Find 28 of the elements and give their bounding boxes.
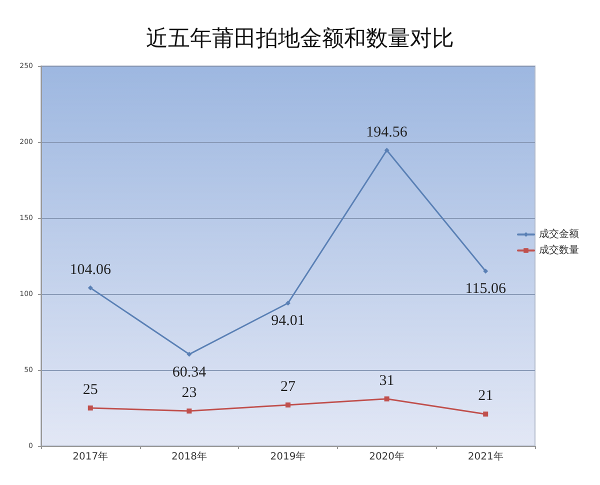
data-label: 60.34 [172,364,207,380]
x-tick-label: 2018年 [171,450,207,462]
data-label: 115.06 [465,281,506,298]
point [88,285,93,290]
data-label: 194.56 [366,124,408,140]
data-label: 104.06 [70,262,112,278]
x-tick-label: 2017年 [72,450,108,462]
data-label: 27 [280,378,296,395]
point [286,402,290,408]
data-label: 23 [182,385,197,402]
data-label: 21 [478,388,494,404]
data-label: 31 [379,372,394,389]
point [186,408,192,414]
data-label: 25 [82,382,98,398]
point [88,406,93,410]
data-label: 94.01 [271,313,305,330]
chart-title: 近五年莆田拍地金额和数量对比 [146,26,454,50]
legend-label: 成交金额 [539,228,579,240]
x-tick-label: 2020年 [369,450,405,462]
point [384,148,390,153]
point [483,412,488,417]
x-tick-label: 2019年 [270,450,306,462]
legend-label: 成交数量 [539,244,579,256]
point [483,268,488,274]
point [384,396,390,402]
point [286,300,290,306]
x-tick-label: 2021年 [468,450,504,462]
point [186,352,192,357]
